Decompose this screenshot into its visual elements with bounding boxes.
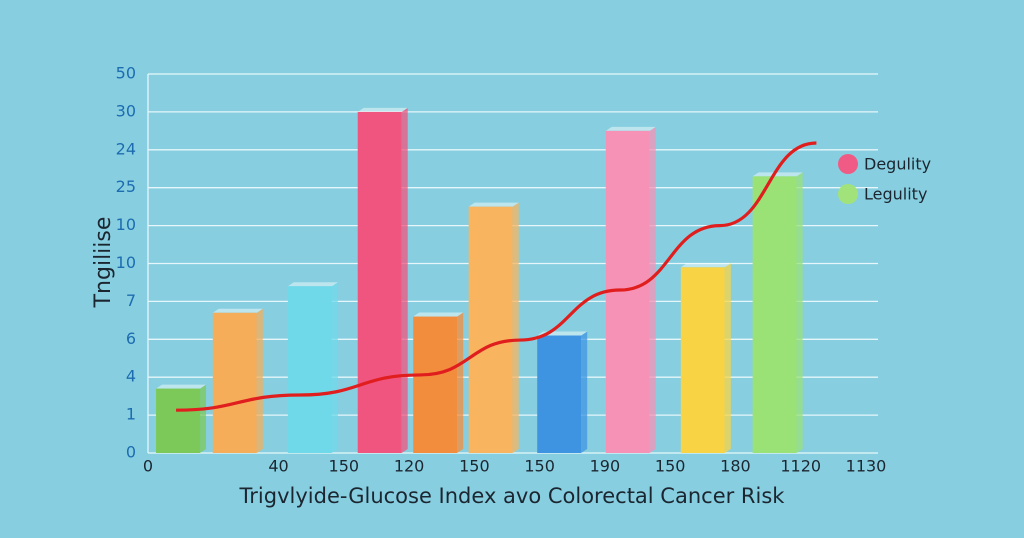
bar-side (256, 308, 263, 453)
y-tick-label: 4 (126, 367, 136, 386)
y-tick-label: 50 (116, 64, 136, 83)
y-tick-label: 30 (116, 101, 136, 120)
bar-top (357, 107, 408, 112)
bar-side (581, 331, 588, 453)
bar-side (200, 384, 207, 453)
x-tick-label: 150 (524, 457, 555, 476)
legend-swatch (838, 154, 858, 174)
legend-label: Legulity (864, 185, 927, 204)
bar (357, 111, 402, 454)
y-tick-label: 25 (116, 177, 136, 196)
bar-top (212, 308, 263, 313)
y-tick-label: 24 (116, 139, 136, 158)
bar-side (457, 312, 464, 453)
bar-side (796, 172, 803, 453)
x-tick-label: 190 (590, 457, 621, 476)
bar-top (156, 384, 207, 389)
x-tick-label: 180 (720, 457, 751, 476)
y-tick-label: 10 (116, 215, 136, 234)
x-tick-label: 150 (329, 457, 360, 476)
x-tick-label: 120 (394, 457, 425, 476)
x-tick-label: 1130 (846, 457, 887, 476)
x-tick-label: 150 (459, 457, 490, 476)
bar-side (649, 126, 656, 453)
y-tick-label: 1 (126, 405, 136, 424)
x-tick-label: 0 (143, 457, 153, 476)
y-tick-label: 0 (126, 443, 136, 462)
y-tick-label: 6 (126, 329, 136, 348)
bar-top (752, 172, 803, 177)
chart-title: Trigvlyide-Glucose Index avo Colorectal … (239, 484, 786, 508)
bar-top (287, 282, 338, 287)
x-tick-label: 1120 (780, 457, 821, 476)
y-axis-label: Tngiliise (91, 217, 116, 309)
bar (156, 388, 201, 453)
bar (537, 335, 582, 453)
bar-top (413, 312, 464, 317)
bar-side (724, 263, 731, 453)
trend-line (176, 141, 817, 412)
bar (752, 176, 797, 453)
bar (413, 316, 458, 453)
bar-top (605, 126, 656, 131)
legend-swatch (838, 184, 858, 204)
x-tick-label: 40 (268, 457, 288, 476)
y-tick-label: 10 (116, 253, 136, 272)
bar-side (331, 282, 338, 453)
bar (287, 286, 332, 453)
bar-side (401, 107, 408, 454)
bar-top (680, 263, 731, 268)
x-tick-label: 150 (655, 457, 686, 476)
bar-top (468, 202, 519, 207)
y-tick-label: 7 (126, 291, 136, 310)
legend-label: Degulity (864, 155, 931, 174)
bar (680, 267, 725, 453)
bar (468, 206, 513, 453)
bar-side (512, 202, 519, 453)
bar (212, 312, 257, 453)
